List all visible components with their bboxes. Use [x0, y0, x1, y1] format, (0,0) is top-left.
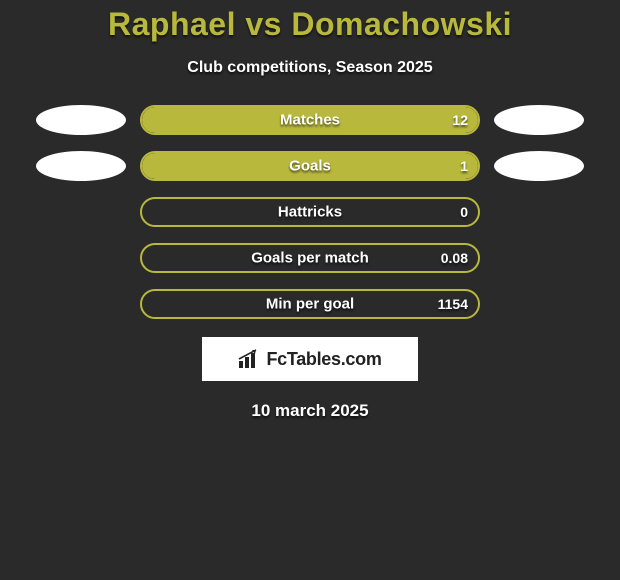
left-player-marker: [36, 105, 126, 135]
right-player-marker: [494, 197, 584, 227]
stat-row: Goals 1: [0, 151, 620, 181]
left-player-marker: [36, 289, 126, 319]
bar-chart-arrow-icon: [238, 349, 260, 369]
stat-value: 1154: [438, 296, 468, 312]
fctables-logo[interactable]: FcTables.com: [202, 337, 418, 381]
date: 10 march 2025: [0, 381, 620, 421]
stat-bar: Min per goal 1154: [140, 289, 480, 319]
subtitle: Club competitions, Season 2025: [0, 45, 620, 105]
page-title: Raphael vs Domachowski: [0, 0, 620, 45]
right-player-marker: [494, 243, 584, 273]
stat-bar: Goals per match 0.08: [140, 243, 480, 273]
right-player-marker: [494, 151, 584, 181]
stat-row: Goals per match 0.08: [0, 243, 620, 273]
left-player-marker: [36, 151, 126, 181]
right-player-marker: [494, 105, 584, 135]
stat-row: Min per goal 1154: [0, 289, 620, 319]
logo-text: FcTables.com: [266, 349, 381, 370]
left-player-marker: [36, 197, 126, 227]
stat-label: Goals per match: [251, 250, 369, 267]
stat-bar: Goals 1: [140, 151, 480, 181]
stat-label: Min per goal: [266, 296, 354, 313]
left-player-marker: [36, 243, 126, 273]
stat-bar: Matches 12: [140, 105, 480, 135]
stat-row: Matches 12: [0, 105, 620, 135]
stat-label: Goals: [289, 158, 331, 175]
stat-rows: Matches 12 Goals 1 Hattricks 0 Goals per match…: [0, 105, 620, 319]
stat-value: 12: [452, 112, 468, 128]
stat-label: Hattricks: [278, 204, 342, 221]
stat-value: 0.08: [441, 250, 468, 266]
stat-value: 1: [460, 158, 468, 174]
stat-label: Matches: [280, 112, 340, 129]
stat-value: 0: [460, 204, 468, 220]
stat-row: Hattricks 0: [0, 197, 620, 227]
right-player-marker: [494, 289, 584, 319]
stat-bar: Hattricks 0: [140, 197, 480, 227]
